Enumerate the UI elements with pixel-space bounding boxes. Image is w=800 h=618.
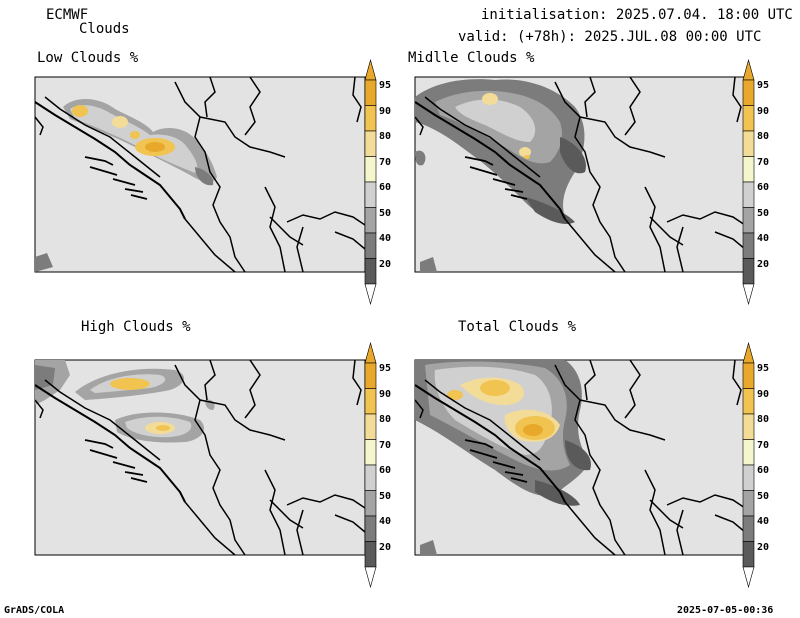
colorbar-segment [742, 130, 755, 157]
model-name: ECMWF [46, 7, 89, 23]
colorbar-top-arrow [742, 58, 755, 81]
colorbar-segment [364, 207, 377, 234]
colorbar-segment [742, 541, 755, 568]
colorbar-segment [742, 439, 755, 466]
colorbar-tick-label: 20 [757, 541, 770, 553]
footer-right: 2025-07-05-00:36 [677, 605, 774, 616]
colorbar-segment [364, 156, 377, 183]
colorbar-tick-label: 70 [379, 156, 392, 168]
colorbar-segment [742, 232, 755, 259]
colorbar-bottom-arrow [364, 283, 377, 306]
colorbar-segment [364, 515, 377, 542]
colorbar-segment [742, 105, 755, 132]
colorbar-tick-label: 70 [379, 439, 392, 451]
colorbar-tick-label: 70 [757, 439, 770, 451]
colorbar-segment [364, 362, 377, 389]
colorbar-tick-label: 60 [379, 465, 392, 476]
colorbar-bottom-arrow [364, 566, 377, 589]
colorbar-tick-label: 95 [379, 363, 392, 374]
footer-left: GrADS/COLA [4, 605, 65, 616]
colorbar-tick-label: 40 [757, 233, 770, 244]
colorbars [364, 58, 755, 589]
panel-low-clouds [34, 76, 366, 273]
colorbar-tick-label: 20 [379, 258, 392, 270]
colorbar-segment [364, 105, 377, 132]
colorbar-tick-label: 80 [379, 131, 392, 142]
colorbar-segment [742, 207, 755, 234]
colorbar-segment [364, 79, 377, 106]
colorbar-segment [742, 490, 755, 517]
colorbar-segment [364, 541, 377, 568]
colorbar-tick-label: 60 [757, 182, 770, 193]
colorbar-tick-label: 60 [379, 182, 392, 193]
colorbar-top-arrow [364, 341, 377, 364]
colorbar-tick-label: 50 [379, 490, 392, 502]
valid-time: valid: (+78h): 2025.JUL.08 00:00 UTC [458, 29, 762, 45]
colorbar-segment [364, 439, 377, 466]
colorbar-segment [364, 490, 377, 517]
colorbar-tick-label: 50 [379, 207, 392, 219]
colorbar-tick-label: 80 [757, 131, 770, 142]
colorbar-tick-label: 95 [379, 80, 392, 91]
colorbar-segment [364, 258, 377, 285]
colorbar-segment [364, 232, 377, 259]
panel-high-clouds [34, 359, 366, 556]
colorbar-segment [742, 362, 755, 389]
init-time: initialisation: 2025.07.04. 18:00 UTC [481, 7, 793, 23]
colorbar-tick-label: 95 [757, 363, 770, 374]
colorbar-top-arrow [364, 58, 377, 81]
colorbar-tick-label: 20 [757, 258, 770, 270]
colorbar-tick-label: 60 [757, 465, 770, 476]
colorbar-segment [742, 79, 755, 106]
colorbar-tick-label: 90 [379, 388, 392, 400]
panel-title-total: Total Clouds % [458, 319, 577, 335]
colorbar-tick-label: 80 [379, 414, 392, 425]
colorbar-segment [742, 181, 755, 208]
colorbar-tick-label: 40 [757, 516, 770, 527]
colorbar-tick-label: 20 [379, 541, 392, 553]
colorbar-segment [742, 413, 755, 440]
colorbar-tick-label: 40 [379, 233, 392, 244]
colorbar-segment [364, 181, 377, 208]
colorbar-segment [742, 464, 755, 491]
colorbar-tick-label: 50 [757, 207, 770, 219]
colorbar-segment [742, 258, 755, 285]
colorbar-segment [742, 156, 755, 183]
colorbar-tick-label: 90 [379, 105, 392, 117]
colorbar-bottom-arrow [742, 566, 755, 589]
panel-total-clouds [414, 359, 746, 556]
colorbar-tick-label: 90 [757, 105, 770, 117]
panel-title-low: Low Clouds % [37, 50, 139, 66]
colorbar-segment [364, 464, 377, 491]
colorbar-segment [364, 413, 377, 440]
colorbar-tick-label: 50 [757, 490, 770, 502]
panel-title-middle: Midlle Clouds % [408, 50, 535, 66]
panel-middle-clouds [414, 76, 746, 273]
colorbar-tick-label: 80 [757, 414, 770, 425]
colorbar-top-arrow [742, 341, 755, 364]
colorbar-segment [364, 130, 377, 157]
colorbar-bottom-arrow [742, 283, 755, 306]
colorbar-tick-label: 95 [757, 80, 770, 91]
colorbar-segment [742, 515, 755, 542]
colorbar-tick-label: 40 [379, 516, 392, 527]
product-name: Clouds [79, 21, 130, 37]
colorbar-segment [364, 388, 377, 415]
colorbar-tick-label: 90 [757, 388, 770, 400]
colorbar-tick-label: 70 [757, 156, 770, 168]
colorbar-segment [742, 388, 755, 415]
panel-title-high: High Clouds % [81, 319, 191, 335]
